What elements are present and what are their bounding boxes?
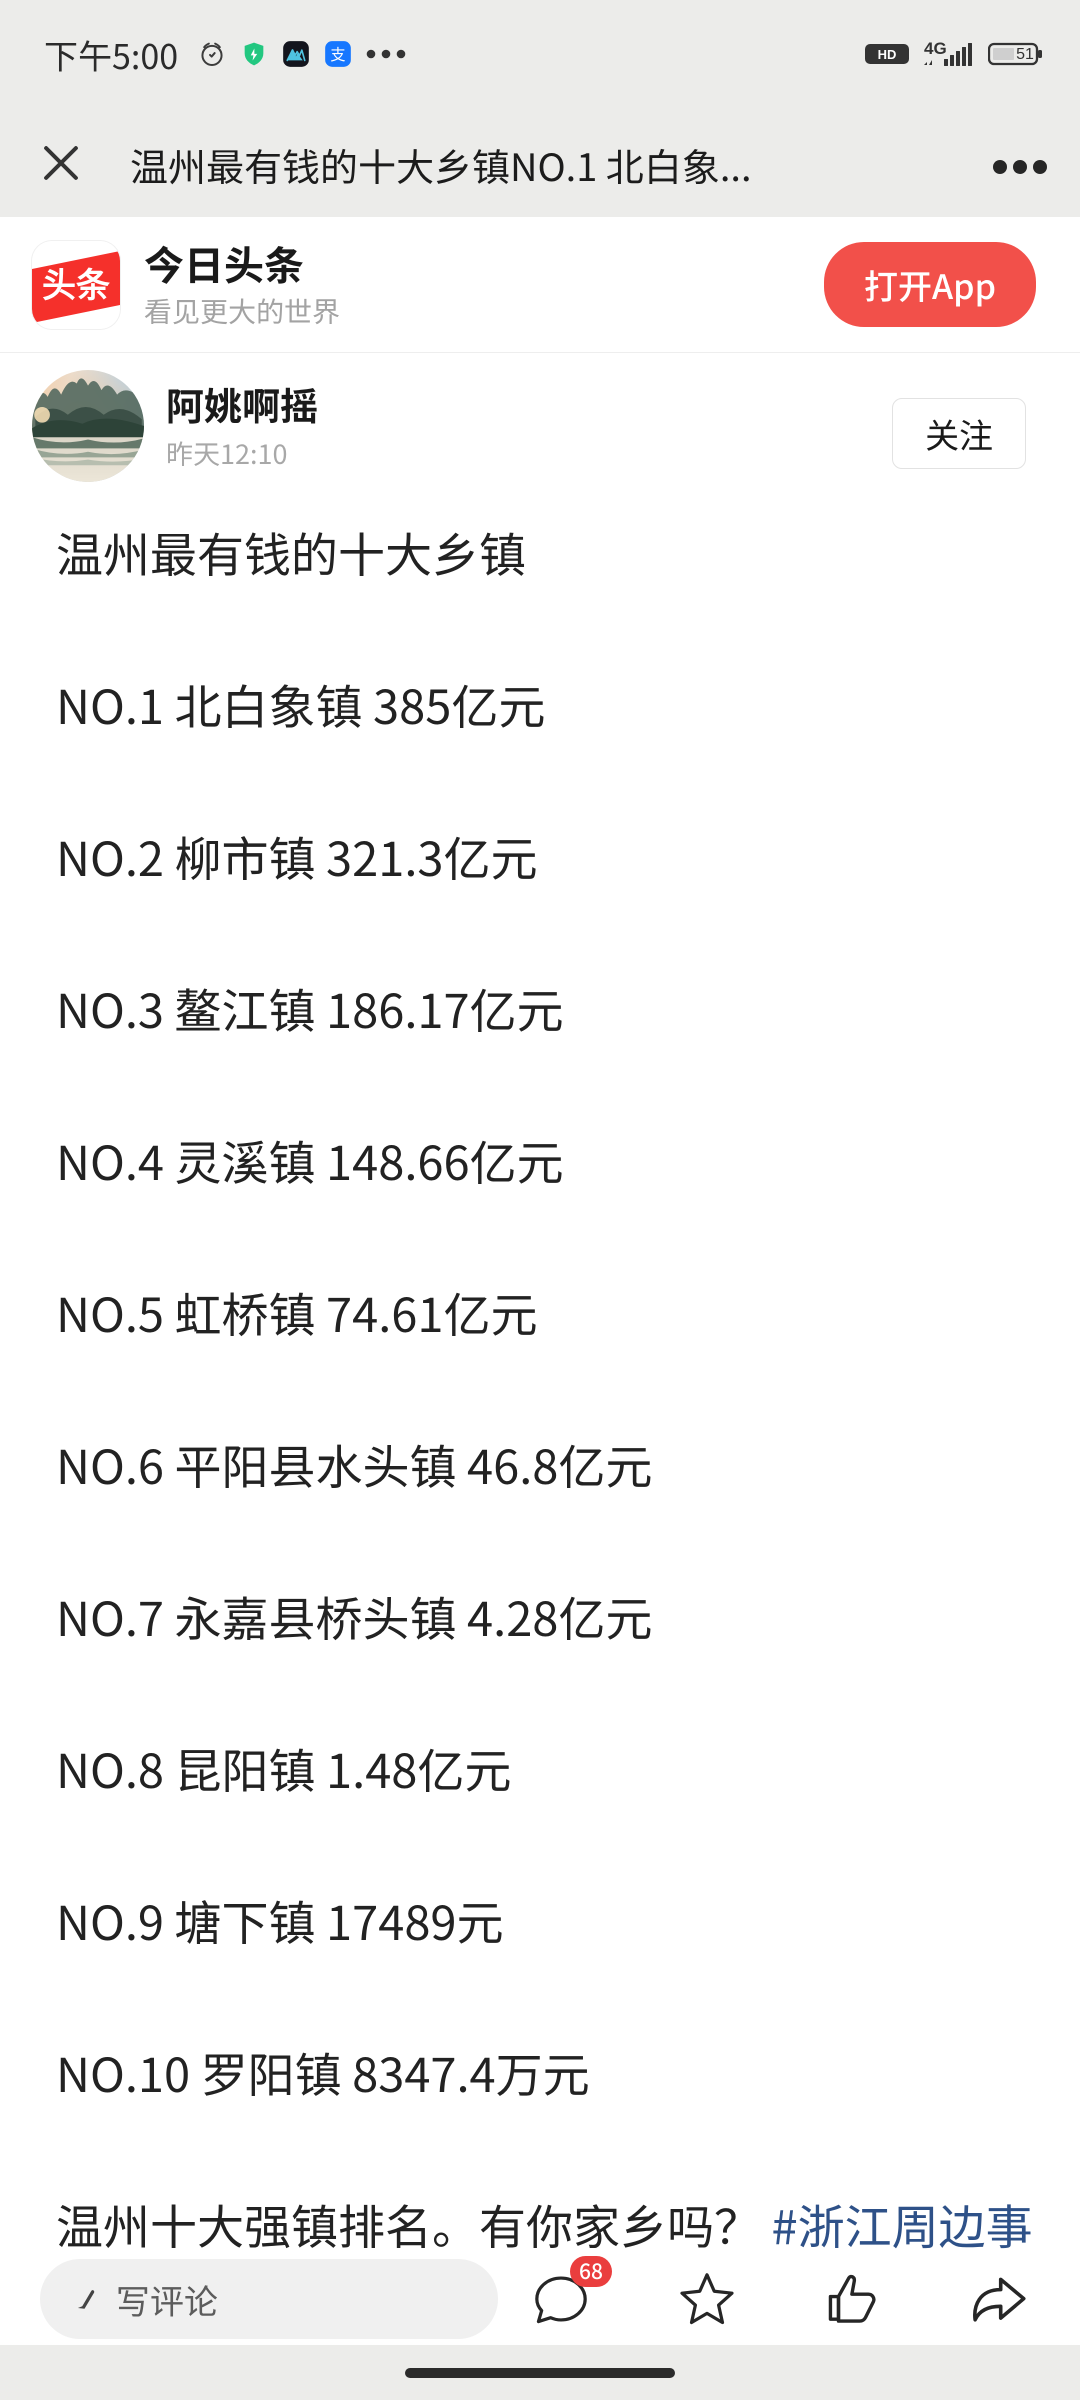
svg-text:头条: 头条 [42,267,110,305]
svg-text:51: 51 [1016,46,1034,63]
svg-text:4G: 4G [924,39,947,58]
svg-text:支: 支 [330,47,345,64]
svg-text:HD: HD [878,47,897,62]
